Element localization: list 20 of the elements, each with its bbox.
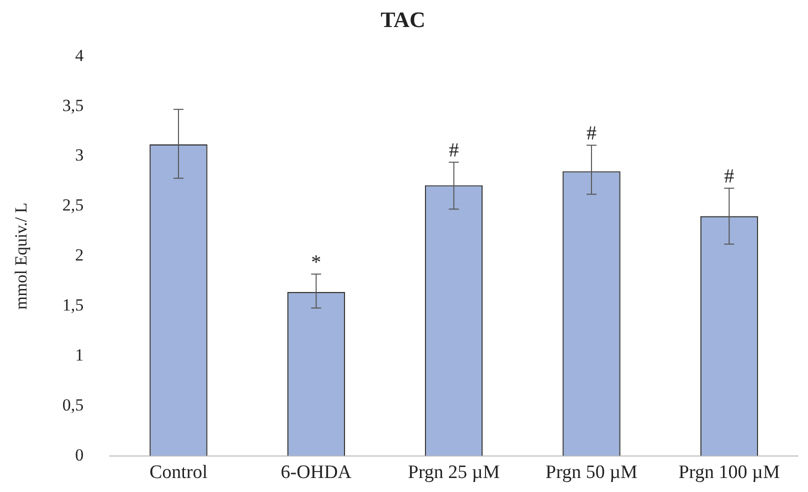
y-tick-label: 3,5 <box>62 96 84 115</box>
annotation: # <box>724 165 734 188</box>
y-tick-label: 4 <box>75 46 84 65</box>
y-tick-label: 0 <box>75 445 84 464</box>
y-tick-label: 0,5 <box>62 395 84 414</box>
x-tick-label: Control <box>149 462 208 484</box>
y-tick-label: 2 <box>75 246 84 265</box>
y-axis-title: mmol Equiv./ L <box>12 202 31 310</box>
chart-title: TAC <box>380 6 426 32</box>
y-tick-label: 1,5 <box>62 295 84 314</box>
x-tick-label: Prgn 25 µM <box>408 462 500 484</box>
y-tick-label: 3 <box>75 146 84 165</box>
y-tick-label: 2,5 <box>62 196 84 215</box>
y-tick-label: 1 <box>75 345 84 364</box>
x-tick-label: Prgn 50 µM <box>546 462 638 484</box>
x-tick-label: Prgn 100 µM <box>678 462 780 484</box>
x-tick-label: 6-OHDA <box>280 462 352 484</box>
annotation: * <box>311 251 322 274</box>
annotation: # <box>448 139 459 162</box>
annotation: # <box>586 122 596 145</box>
